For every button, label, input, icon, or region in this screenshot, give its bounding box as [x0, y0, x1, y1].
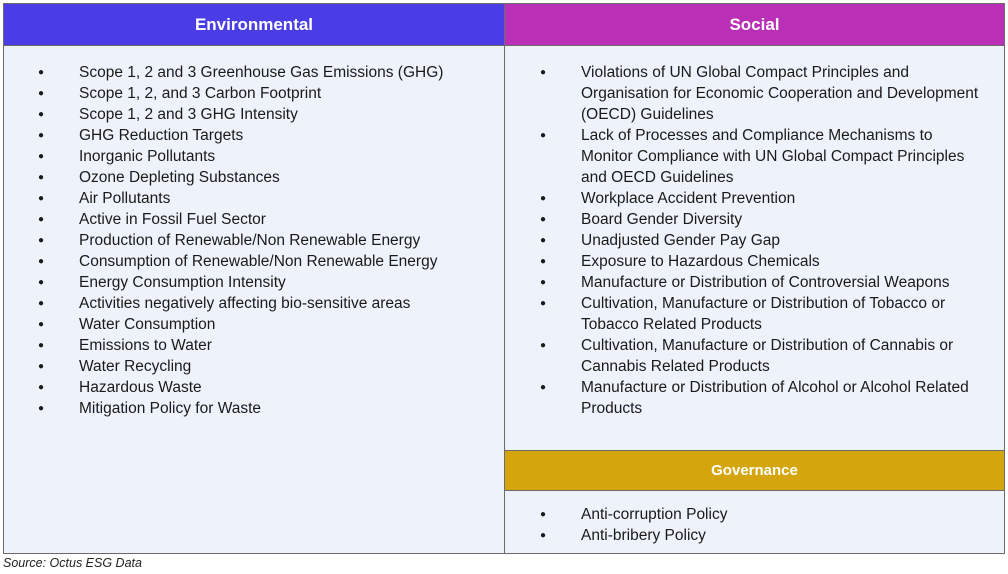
list-item: Air Pollutants [38, 188, 497, 209]
list-item: Inorganic Pollutants [38, 146, 497, 167]
list-item: Scope 1, 2 and 3 Greenhouse Gas Emission… [38, 62, 497, 83]
social-cell: Violations of UN Global Compact Principl… [504, 45, 1005, 451]
source-note: Source: Octus ESG Data [3, 556, 142, 570]
list-item: Exposure to Hazardous Chemicals [540, 251, 981, 272]
list-item: Consumption of Renewable/Non Renewable E… [38, 251, 497, 272]
list-item: Scope 1, 2, and 3 Carbon Footprint [38, 83, 497, 104]
governance-cell: Anti-corruption PolicyAnti-bribery Polic… [504, 490, 1005, 554]
list-item: Active in Fossil Fuel Sector [38, 209, 497, 230]
list-item: GHG Reduction Targets [38, 125, 497, 146]
list-item: Workplace Accident Prevention [540, 188, 981, 209]
list-item: Mitigation Policy for Waste [38, 398, 497, 419]
list-item: Energy Consumption Intensity [38, 272, 497, 293]
environmental-header: Environmental [3, 3, 505, 46]
social-list: Violations of UN Global Compact Principl… [540, 62, 981, 419]
list-item: Board Gender Diversity [540, 209, 981, 230]
list-item: Cultivation, Manufacture or Distribution… [540, 293, 981, 335]
list-item: Violations of UN Global Compact Principl… [540, 62, 981, 125]
list-item: Anti-bribery Policy [540, 525, 981, 546]
list-item: Manufacture or Distribution of Controver… [540, 272, 981, 293]
list-item: Scope 1, 2 and 3 GHG Intensity [38, 104, 497, 125]
list-item: Cultivation, Manufacture or Distribution… [540, 335, 981, 377]
social-header: Social [504, 3, 1005, 46]
list-item: Lack of Processes and Compliance Mechani… [540, 125, 981, 188]
governance-list: Anti-corruption PolicyAnti-bribery Polic… [540, 504, 981, 546]
environmental-cell: Scope 1, 2 and 3 Greenhouse Gas Emission… [3, 45, 505, 554]
list-item: Water Consumption [38, 314, 497, 335]
list-item: Manufacture or Distribution of Alcohol o… [540, 377, 981, 419]
list-item: Anti-corruption Policy [540, 504, 981, 525]
list-item: Hazardous Waste [38, 377, 497, 398]
list-item: Water Recycling [38, 356, 497, 377]
environmental-list: Scope 1, 2 and 3 Greenhouse Gas Emission… [38, 62, 497, 419]
list-item: Production of Renewable/Non Renewable En… [38, 230, 497, 251]
list-item: Ozone Depleting Substances [38, 167, 497, 188]
list-item: Emissions to Water [38, 335, 497, 356]
governance-header: Governance [504, 450, 1005, 491]
list-item: Activities negatively affecting bio-sens… [38, 293, 497, 314]
list-item: Unadjusted Gender Pay Gap [540, 230, 981, 251]
